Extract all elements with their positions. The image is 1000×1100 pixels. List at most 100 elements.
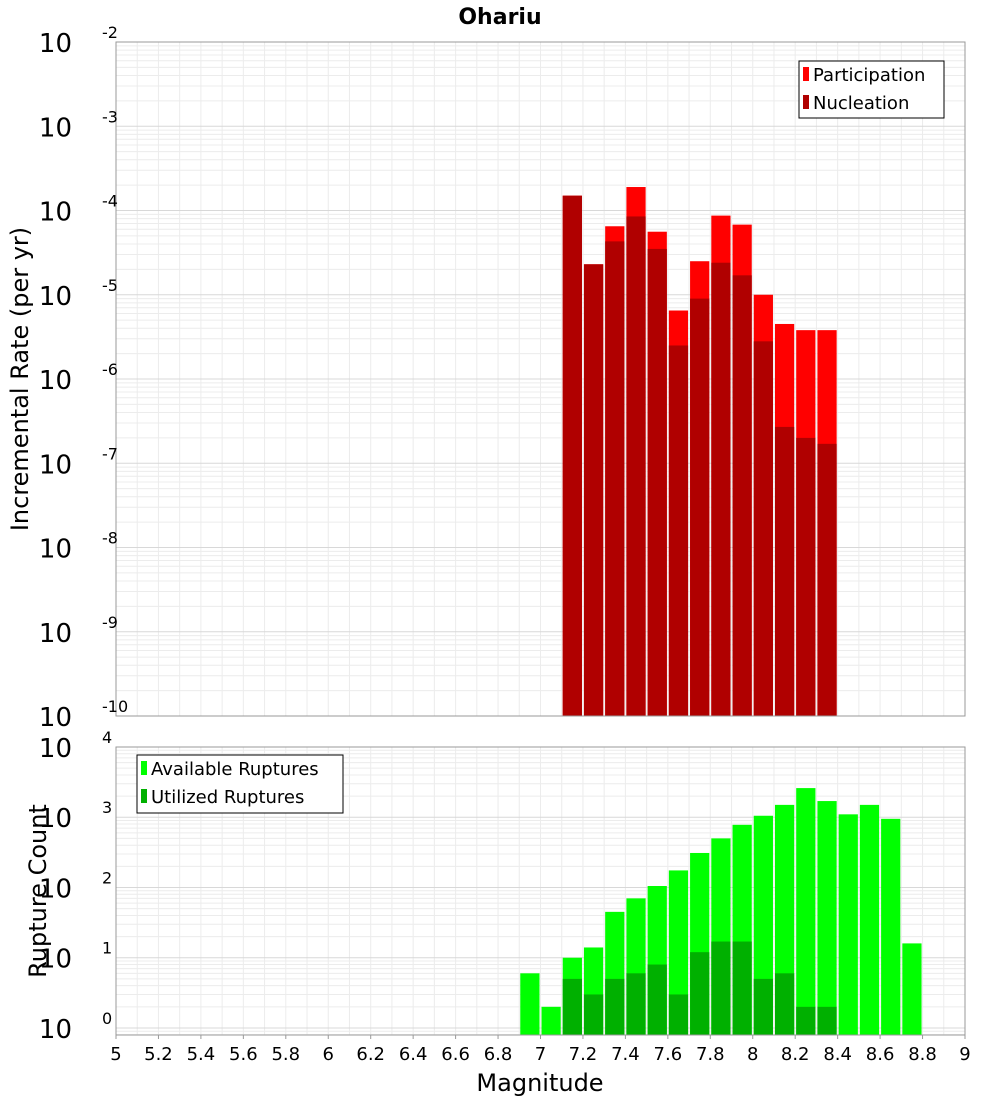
count-plot-ytick-label: 10 xyxy=(39,734,72,764)
count-plot-bar-utilized-ruptures xyxy=(690,952,710,1035)
count-plot-xtick-label: 5.4 xyxy=(187,1044,216,1065)
count-plot-bar-utilized-ruptures xyxy=(796,1006,816,1035)
rate-plot-ytick-label: 10 xyxy=(39,619,72,649)
count-plot-bar-available-ruptures xyxy=(668,870,689,1035)
count-plot-bar-available-ruptures xyxy=(796,788,816,1035)
count-plot-ytick-exponent: 1 xyxy=(102,939,112,958)
count-plot-xtick-label: 8.6 xyxy=(866,1044,895,1065)
rate-plot-legend-label: Nucleation xyxy=(813,93,909,114)
rate-plot-ytick-label: 10 xyxy=(39,113,72,143)
rate-plot-legend-swatch xyxy=(803,95,809,109)
count-plot-bar-available-ruptures xyxy=(817,801,837,1035)
count-plot-xtick-label: 6 xyxy=(323,1044,334,1065)
rate-plot-bar-nucleation xyxy=(690,298,710,716)
count-plot-xtick-label: 7 xyxy=(535,1044,546,1065)
count-plot-xtick-label: 5.8 xyxy=(271,1044,300,1065)
count-plot-xtick-label: 7.4 xyxy=(611,1044,640,1065)
rate-plot-ytick-exponent: -7 xyxy=(102,444,118,463)
count-plot-xtick-label: 5.6 xyxy=(229,1044,258,1065)
rate-plot-bar-nucleation xyxy=(626,216,646,716)
rate-plot-ytick-label: 10 xyxy=(39,535,72,565)
count-plot-xtick-label: 6.6 xyxy=(441,1044,470,1065)
rate-plot-ytick-label: 10 xyxy=(39,282,72,312)
rate-plot-ytick-label: 10 xyxy=(39,198,72,228)
count-plot-bar-utilized-ruptures xyxy=(732,941,752,1035)
rate-plot-bar-nucleation xyxy=(647,248,667,716)
rate-plot-frame xyxy=(115,41,966,717)
count-plot-xtick-label: 8.8 xyxy=(908,1044,937,1065)
count-plot-xtick-label: 6.2 xyxy=(356,1044,385,1065)
count-plot-bar-utilized-ruptures xyxy=(647,964,667,1035)
rate-plot-ytick-exponent: -6 xyxy=(102,360,118,379)
count-plot-bar-utilized-ruptures xyxy=(605,978,625,1035)
count-plot-xtick-label: 6.4 xyxy=(399,1044,428,1065)
count-plot-ytick-label: 10 xyxy=(39,1015,72,1045)
count-plot-legend-box xyxy=(136,754,344,814)
rate-plot-ytick-exponent: -5 xyxy=(102,276,118,295)
rate-plot-ytick-exponent: -2 xyxy=(102,23,118,42)
count-plot-xtick-label: 7.6 xyxy=(654,1044,683,1065)
count-plot-ytick-label: 10 xyxy=(39,804,72,834)
count-plot-bar-utilized-ruptures xyxy=(753,978,773,1035)
count-plot-xtick-label: 7.2 xyxy=(569,1044,598,1065)
rate-plot-ylabel: Incremental Rate (per yr) xyxy=(6,227,34,531)
count-plot-bar-utilized-ruptures xyxy=(626,973,646,1035)
count-plot-xtick-label: 7.8 xyxy=(696,1044,725,1065)
count-plot-ytick-exponent: 0 xyxy=(102,1009,112,1028)
count-plot-bar-utilized-ruptures xyxy=(583,994,604,1035)
count-plot-xtick-label: 5.2 xyxy=(144,1044,173,1065)
count-plot-ytick-exponent: 4 xyxy=(102,728,112,747)
rate-plot-bar-nucleation xyxy=(583,264,604,716)
count-plot-bar-utilized-ruptures xyxy=(817,1006,837,1035)
rate-plot-legend-label: Participation xyxy=(813,65,925,86)
rate-plot-ytick-exponent: -4 xyxy=(102,192,118,211)
count-plot-ytick-exponent: 2 xyxy=(102,868,112,887)
count-plot-bar-available-ruptures xyxy=(838,814,858,1035)
rate-plot-ytick-exponent: -3 xyxy=(102,107,118,126)
rate-plot-ytick-exponent: -9 xyxy=(102,613,118,632)
count-plot-xtick-label: 8.4 xyxy=(823,1044,852,1065)
count-plot-xtick-label: 8.2 xyxy=(781,1044,810,1065)
count-plot-bar-available-ruptures xyxy=(541,1006,561,1035)
count-plot-bar-utilized-ruptures xyxy=(774,973,795,1035)
count-plot-bar-available-ruptures xyxy=(902,943,922,1035)
rate-plot-ytick-exponent: -10 xyxy=(102,697,128,716)
count-plot-legend-label: Utilized Ruptures xyxy=(151,787,304,808)
count-plot-xtick-label: 5 xyxy=(110,1044,121,1065)
rate-plot-bar-nucleation xyxy=(668,345,689,716)
rate-plot-bar-nucleation xyxy=(605,241,625,716)
count-plot-bar-available-ruptures xyxy=(520,973,540,1035)
rate-plot-legend-swatch xyxy=(803,67,809,81)
count-plot-xtick-label: 8 xyxy=(747,1044,758,1065)
count-plot-legend-swatch xyxy=(141,789,147,803)
rate-plot-ytick-label: 10 xyxy=(39,450,72,480)
rate-plot-bar-nucleation xyxy=(753,341,773,716)
rate-plot-legend-box xyxy=(798,60,945,119)
count-plot-bar-utilized-ruptures xyxy=(711,941,731,1035)
chart-title: Ohariu xyxy=(458,5,541,30)
rate-plot-ytick-exponent: -8 xyxy=(102,529,118,548)
count-plot-legend-label: Available Ruptures xyxy=(151,759,319,780)
rate-plot-bar-nucleation xyxy=(796,437,816,716)
count-plot-ylabel: Rupture Count xyxy=(24,804,52,978)
count-plot-xtick-label: 9 xyxy=(959,1044,970,1065)
count-plot-xlabel: Magnitude xyxy=(476,1069,603,1097)
rate-plot-ytick-label: 10 xyxy=(39,703,72,733)
rate-plot-ytick-label: 10 xyxy=(39,366,72,396)
count-plot-ytick-label: 10 xyxy=(39,874,72,904)
count-plot-legend-swatch xyxy=(141,761,147,775)
count-plot-ytick-label: 10 xyxy=(39,945,72,975)
count-plot-bar-utilized-ruptures xyxy=(668,994,689,1035)
count-plot-bar-available-ruptures xyxy=(881,818,901,1035)
count-plot-bar-utilized-ruptures xyxy=(562,978,582,1035)
count-plot-bar-available-ruptures xyxy=(859,804,880,1035)
rate-plot-bar-nucleation xyxy=(562,195,582,716)
rate-plot-bar-nucleation xyxy=(817,443,837,716)
rate-plot-ytick-label: 10 xyxy=(39,29,72,59)
rate-plot-bar-nucleation xyxy=(732,275,752,716)
rate-plot-bar-nucleation xyxy=(711,262,731,716)
rate-plot-bar-nucleation xyxy=(774,426,795,716)
count-plot-ytick-exponent: 3 xyxy=(102,798,112,817)
